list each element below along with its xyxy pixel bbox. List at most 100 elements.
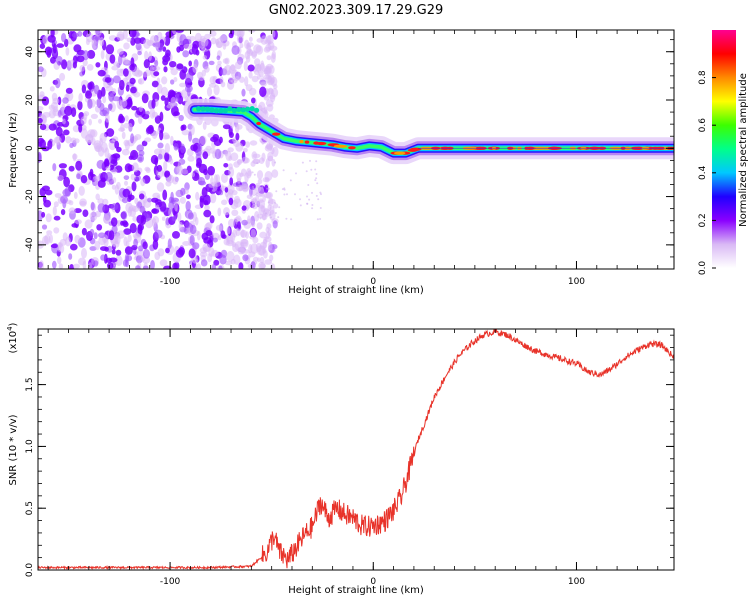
- noise-blob: [163, 66, 168, 73]
- noise-blob: [208, 60, 215, 66]
- noise-speck: [311, 204, 314, 206]
- noise-blob: [256, 222, 263, 230]
- noise-blob: [192, 242, 200, 250]
- noise-blob: [62, 97, 69, 104]
- noise-blob: [203, 200, 209, 206]
- noise-blob: [247, 218, 253, 224]
- noise-blob: [130, 173, 136, 181]
- noise-blob: [130, 37, 136, 46]
- noise-blob: [132, 162, 139, 173]
- snr-ylabel: SNR (10 * v/v): [8, 414, 19, 485]
- noise-speck: [315, 194, 318, 197]
- noise-blob: [270, 263, 276, 269]
- noise-blob: [121, 210, 128, 220]
- noise-blob: [165, 247, 170, 254]
- noise-blob: [41, 96, 50, 106]
- noise-blob: [81, 227, 87, 236]
- snr-ytick-label: 0.0: [25, 563, 35, 578]
- noise-blob: [236, 172, 242, 182]
- noise-blob: [202, 151, 209, 160]
- spectrogram-noise: [38, 30, 322, 269]
- noise-blob: [236, 33, 244, 44]
- noise-blob: [221, 173, 228, 184]
- noise-blob: [110, 203, 119, 211]
- noise-speck: [315, 173, 318, 175]
- noise-blob: [252, 236, 259, 244]
- ridge-start-blob: [254, 107, 260, 113]
- noise-blob: [226, 226, 231, 235]
- noise-blob: [176, 63, 184, 70]
- noise-blob: [249, 36, 253, 42]
- colorbar-gradient: [712, 30, 736, 268]
- noise-blob: [185, 72, 194, 83]
- noise-blob: [259, 231, 267, 239]
- noise-blob: [79, 64, 86, 72]
- noise-blob: [150, 154, 159, 165]
- noise-blob: [271, 30, 276, 38]
- noise-blob: [265, 191, 273, 199]
- colorbar-tick-label: 0.4: [698, 165, 708, 180]
- noise-blob: [106, 128, 115, 137]
- noise-blob: [213, 174, 218, 185]
- noise-blob: [119, 79, 125, 91]
- noise-blob: [156, 164, 163, 172]
- noise-blob: [100, 254, 106, 261]
- noise-blob: [156, 182, 165, 192]
- spectrogram-ytick-label: -20: [25, 189, 35, 204]
- noise-blob: [188, 248, 196, 259]
- noise-blob: [212, 237, 218, 243]
- noise-blob: [140, 178, 146, 187]
- noise-blob: [182, 50, 190, 58]
- page-title: GN02.2023.309.17.29.G29: [269, 3, 444, 18]
- noise-blob: [52, 206, 57, 216]
- noise-blob: [169, 60, 177, 68]
- noise-blob: [270, 53, 276, 63]
- noise-blob: [263, 95, 270, 101]
- noise-blob: [252, 153, 261, 159]
- noise-blob: [115, 249, 122, 256]
- noise-blob: [251, 159, 261, 164]
- noise-blob: [112, 96, 121, 102]
- noise-blob: [231, 209, 239, 216]
- noise-blob: [255, 194, 260, 205]
- noise-blob: [69, 142, 74, 149]
- noise-blob: [185, 200, 191, 212]
- noise-blob: [154, 229, 163, 239]
- noise-blob: [176, 165, 181, 173]
- noise-blob: [251, 97, 256, 104]
- noise-blob: [206, 86, 213, 97]
- noise-blob: [115, 255, 123, 266]
- noise-blob: [197, 142, 203, 152]
- noise-blob: [153, 71, 160, 77]
- noise-blob: [130, 57, 135, 67]
- noise-blob: [143, 249, 150, 259]
- noise-blob: [53, 136, 62, 144]
- noise-blob: [134, 197, 139, 205]
- noise-blob: [128, 155, 134, 160]
- noise-speck: [295, 172, 297, 175]
- noise-speck: [255, 192, 258, 195]
- noise-blob: [157, 83, 163, 94]
- noise-blob: [215, 224, 223, 231]
- noise-blob: [175, 93, 180, 103]
- noise-blob: [63, 129, 70, 136]
- noise-blob: [99, 36, 105, 47]
- noise-blob: [116, 31, 125, 41]
- noise-blob: [91, 137, 96, 146]
- noise-blob: [173, 143, 179, 151]
- noise-blob: [265, 63, 274, 70]
- noise-speck: [301, 161, 304, 164]
- noise-blob: [50, 243, 59, 249]
- noise-blob: [219, 254, 227, 265]
- noise-blob: [97, 69, 106, 77]
- noise-speck: [281, 188, 284, 191]
- noise-blob: [145, 167, 151, 173]
- noise-blob: [98, 118, 102, 124]
- noise-blob: [89, 211, 98, 221]
- noise-blob: [223, 238, 230, 246]
- noise-blob: [218, 190, 224, 196]
- noise-blob: [175, 249, 184, 258]
- noise-blob: [64, 186, 72, 197]
- noise-blob: [94, 175, 99, 186]
- noise-speck: [257, 204, 260, 207]
